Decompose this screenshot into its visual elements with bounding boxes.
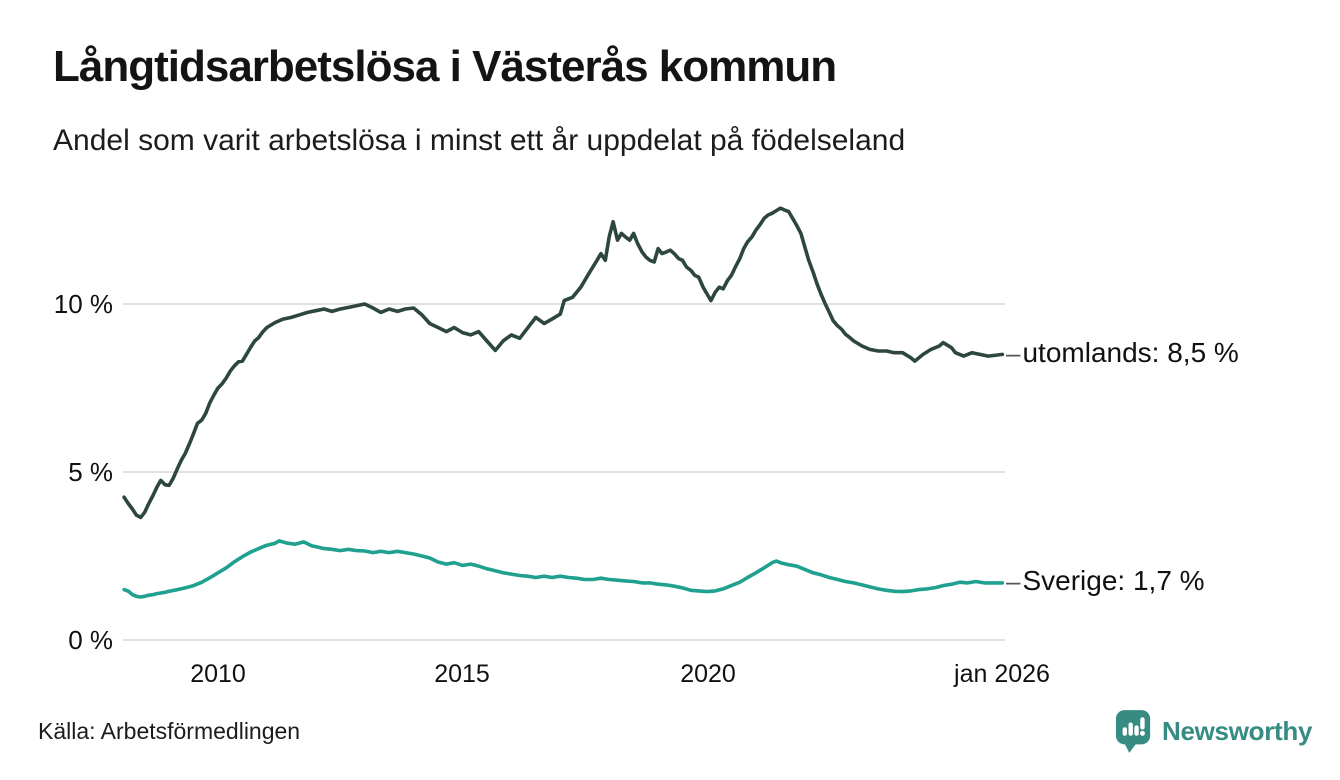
series-end-label-text: Sverige: 1,7 % <box>1022 565 1205 596</box>
speech-bubble-bar-chart-icon <box>1115 710 1151 753</box>
source-note: Källa: Arbetsförmedlingen <box>38 718 301 744</box>
y-axis-tick-5: 5 % <box>68 457 113 487</box>
page-title: Långtidsarbetslösa i Västerås kommun <box>53 42 837 91</box>
series-line-sverige <box>122 539 1005 599</box>
y-axis-tick-0: 0 % <box>68 625 113 655</box>
newsworthy-logo-text: Newsworthy <box>1162 716 1313 746</box>
x-axis-tick-jan-2026: jan 2026 <box>954 660 1050 688</box>
label-connector-dash: – <box>1006 566 1021 596</box>
x-axis-tick-2020: 2020 <box>680 660 736 688</box>
series-end-label-sverige: – Sverige: 1,7 % <box>1006 564 1205 598</box>
series-line-utomlands <box>122 206 1005 520</box>
series-end-label-text: utomlands: 8,5 % <box>1022 337 1239 368</box>
y-axis-tick-10: 10 % <box>53 289 113 319</box>
x-axis-tick-2015: 2015 <box>434 660 490 688</box>
page-subtitle: Andel som varit arbetslösa i minst ett å… <box>53 124 906 157</box>
label-connector-dash: – <box>1006 338 1021 368</box>
newsworthy-logo[interactable]: Newsworthy <box>1115 709 1312 754</box>
series-end-label-utomlands: – utomlands: 8,5 % <box>1006 336 1239 370</box>
x-axis-tick-2010: 2010 <box>190 660 246 688</box>
